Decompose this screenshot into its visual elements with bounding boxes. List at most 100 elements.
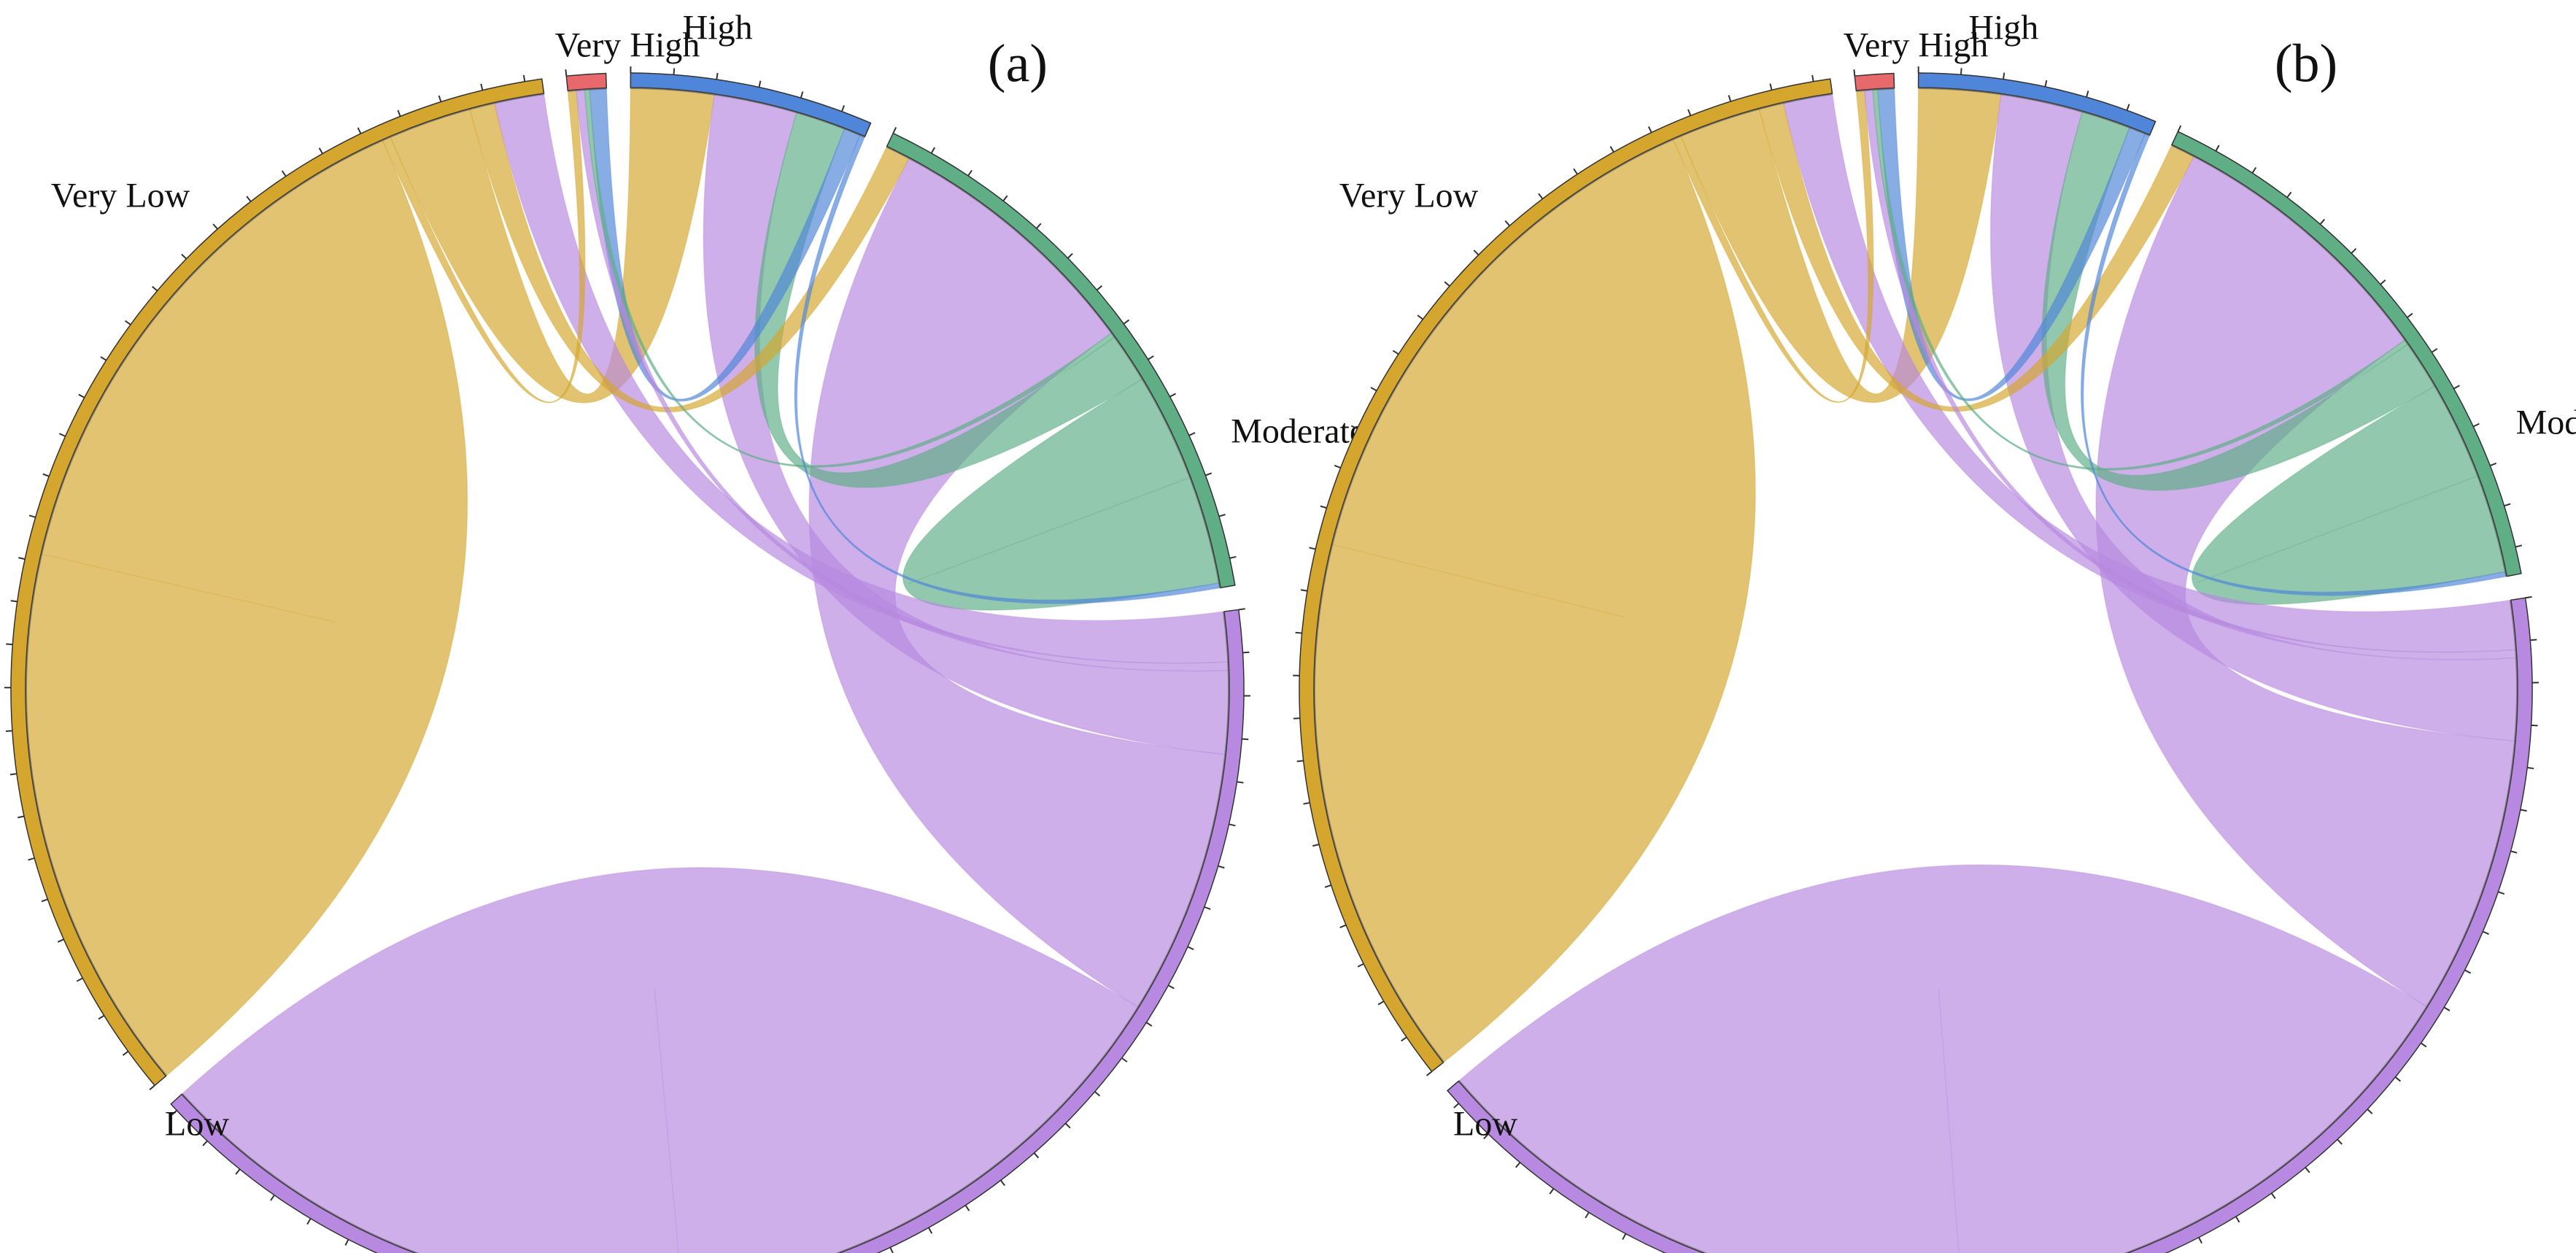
tick-low (1515, 1162, 1521, 1168)
tick-low (964, 1205, 970, 1211)
tick-very-low (100, 356, 107, 361)
tick-low (2337, 1138, 2343, 1145)
tick-moderate (930, 147, 936, 154)
tick-very-low (397, 109, 401, 117)
tick-very-low (181, 253, 187, 260)
tick-low (1585, 1211, 1590, 1219)
chord-diagram-b (1293, 66, 2539, 1253)
tick-very-low (18, 557, 26, 560)
tick-very-low (1504, 220, 1510, 227)
tick-very-low (1647, 126, 1652, 134)
tick-high (841, 104, 846, 112)
tick-moderate (2215, 144, 2220, 152)
category-label-moderate: Moderate (1231, 412, 1366, 451)
tick-high (716, 72, 719, 80)
tick-moderate (1096, 285, 1103, 291)
group-inner-edge-low (182, 612, 1229, 1253)
tick-very-low (28, 857, 35, 861)
tick-low (344, 1239, 349, 1246)
tick-very-low (1377, 1001, 1385, 1006)
tick-low (2198, 1237, 2202, 1244)
group-inner-edge-very-high (568, 88, 607, 93)
tick-very-low (1811, 74, 1814, 82)
tick-very-low (122, 1050, 129, 1056)
tick-very-low (42, 473, 50, 477)
tick-low (1622, 1233, 1627, 1241)
tick-moderate (1067, 252, 1073, 259)
tick-moderate (2407, 312, 2413, 318)
tick-moderate (2515, 544, 2523, 548)
tick-low (2497, 891, 2505, 895)
tick-very-low (1339, 924, 1347, 928)
tick-low (2531, 724, 2538, 727)
tick-high (2044, 80, 2048, 88)
panel-label: (a) (987, 34, 1048, 94)
chord-panel-b: (b) Very High High Moderate Low Very Low (1288, 0, 2576, 1253)
tick-very-low (6, 643, 13, 646)
tick-low (2305, 1167, 2310, 1173)
tick-very-low (522, 74, 526, 82)
tick-low (2525, 595, 2532, 599)
panel-label: (b) (2274, 34, 2338, 94)
group-inner-edge-very-high (1856, 88, 1895, 93)
chord-ribbons (25, 87, 1230, 1253)
tick-very-low (125, 320, 131, 325)
tick-very-low (28, 514, 36, 518)
tick-very-low (57, 938, 64, 943)
category-label-high: High (1968, 8, 2039, 47)
chord-group-arcs (4, 66, 1250, 1253)
tick-moderate (1036, 223, 1042, 229)
tick-low (2443, 1006, 2451, 1011)
tick-low (1453, 1103, 1460, 1109)
tick-low (235, 1168, 241, 1175)
tick-very-low (1312, 844, 1320, 847)
tick-very-low (480, 83, 484, 90)
tick-very-low (149, 1084, 155, 1090)
tick-very-low (212, 223, 218, 230)
tick-very-low (357, 127, 362, 134)
tick-low (2482, 930, 2489, 935)
tick-low (1229, 823, 1236, 827)
tick-low (2510, 850, 2518, 854)
tick-moderate (1123, 319, 1130, 325)
tick-very-low (58, 433, 66, 437)
tick-very-low (1309, 547, 1316, 550)
tick-high (2002, 72, 2006, 80)
tick-moderate (2489, 462, 2497, 467)
group-inner-edge-moderate (886, 146, 1221, 588)
tick-low (1549, 1188, 1555, 1195)
tick-low (1168, 984, 1175, 990)
tick-moderate (2251, 166, 2257, 174)
tick-moderate (2177, 125, 2182, 132)
tick-very-low (1350, 425, 1358, 430)
tick-low (2394, 1076, 2401, 1082)
category-label-very-low: Very Low (1339, 176, 1479, 215)
tick-low (889, 1246, 894, 1253)
tick-low (270, 1195, 275, 1201)
tick-low (2464, 969, 2472, 974)
tick-very-low (1320, 505, 1327, 509)
ribbon-low-to-low (1458, 864, 2429, 1253)
tick-very-low (246, 196, 252, 202)
tick-moderate (1204, 472, 1212, 477)
tick-low (2270, 1192, 2276, 1200)
tick-very-low (1334, 464, 1341, 469)
tick-high (758, 80, 762, 88)
tick-very-low (76, 977, 83, 982)
tick-very-low (1303, 802, 1310, 805)
tick-low (1145, 1022, 1153, 1027)
tick-very-low (41, 898, 48, 903)
tick-very-low (1426, 1071, 1433, 1076)
tick-very-low (1370, 387, 1377, 392)
group-inner-edge-very-low (26, 93, 544, 1076)
tick-moderate (1229, 555, 1237, 559)
tick-very-low (1538, 193, 1544, 200)
tick-very-low (1417, 315, 1423, 320)
tick-low (306, 1218, 312, 1225)
group-inner-edge-very-low (1314, 93, 1833, 1063)
group-inner-edge-low (1458, 600, 2518, 1253)
tick-very-low (1324, 884, 1331, 888)
tick-low (2420, 1042, 2427, 1048)
tick-moderate (2431, 347, 2438, 353)
tick-very-low (152, 285, 158, 292)
